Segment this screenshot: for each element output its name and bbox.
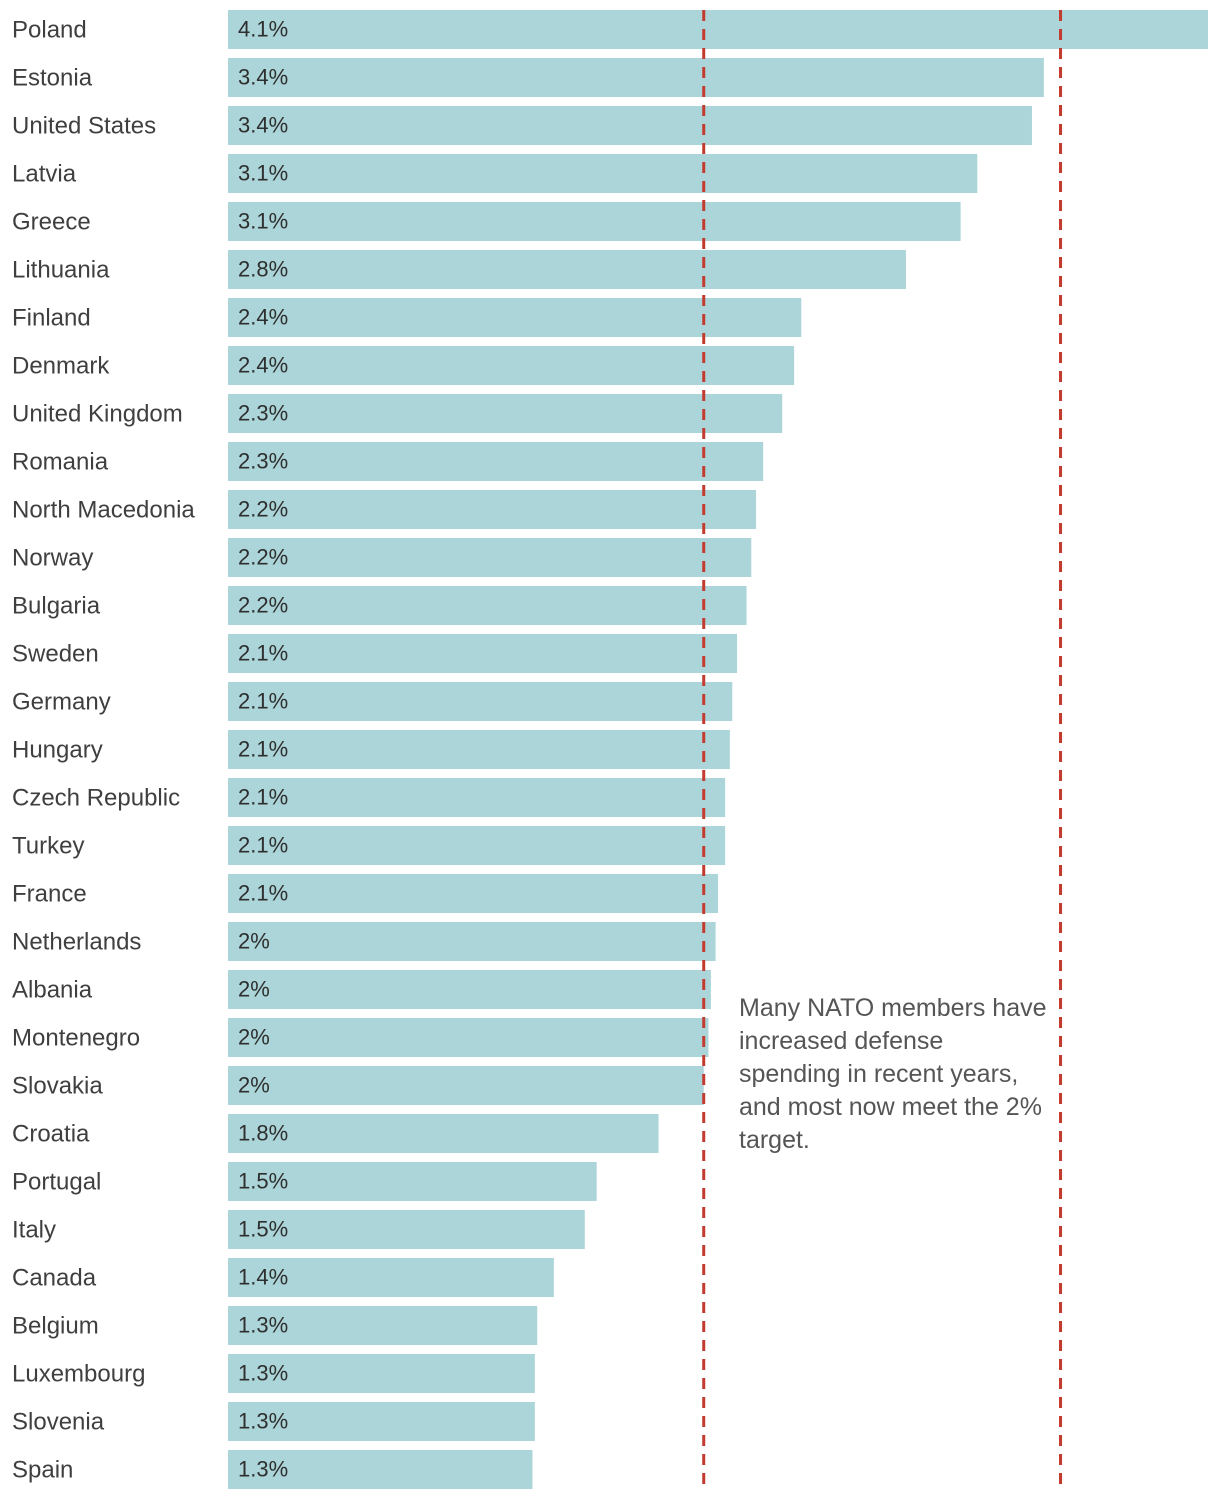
- country-label: Luxembourg: [12, 1361, 145, 1388]
- bar-romania: [228, 442, 764, 481]
- value-label: 2.3%: [238, 449, 288, 474]
- bar-slovenia: [228, 1402, 535, 1441]
- country-label: Belgium: [12, 1313, 99, 1340]
- value-label: 1.5%: [238, 1169, 288, 1194]
- country-label: United Kingdom: [12, 401, 183, 428]
- value-label: 2.2%: [238, 545, 288, 570]
- bar-latvia: [228, 154, 978, 193]
- country-label: North Macedonia: [12, 497, 195, 524]
- value-label: 2.3%: [238, 401, 288, 426]
- bar-italy: [228, 1210, 585, 1249]
- bar-montenegro: [228, 1018, 709, 1057]
- value-label: 2%: [238, 1025, 270, 1050]
- value-label: 4.1%: [238, 17, 288, 42]
- country-label: Poland: [12, 17, 87, 44]
- value-label: 2.2%: [238, 593, 288, 618]
- country-label: Czech Republic: [12, 785, 180, 812]
- chart-annotation: Many NATO members have increased defense…: [739, 994, 1047, 1154]
- value-label: 2.1%: [238, 881, 288, 906]
- value-label: 2.4%: [238, 353, 288, 378]
- country-label: Portugal: [12, 1169, 101, 1196]
- value-label: 2.4%: [238, 305, 288, 330]
- value-label: 3.1%: [238, 161, 288, 186]
- country-label: Lithuania: [12, 257, 110, 284]
- country-label: Germany: [12, 689, 111, 716]
- country-label: Estonia: [12, 65, 93, 92]
- country-label: Turkey: [12, 833, 84, 860]
- bar-finland: [228, 298, 802, 337]
- country-label: Sweden: [12, 641, 99, 668]
- bar-denmark: [228, 346, 795, 385]
- value-label: 2.8%: [238, 257, 288, 282]
- bar-luxembourg: [228, 1354, 535, 1393]
- bar-croatia: [228, 1114, 659, 1153]
- country-label: United States: [12, 113, 156, 140]
- bar-netherlands: [228, 922, 716, 961]
- bar-spain: [228, 1450, 533, 1489]
- bar-bulgaria: [228, 586, 747, 625]
- value-label: 2.1%: [238, 737, 288, 762]
- bar-turkey: [228, 826, 726, 865]
- value-label: 2.1%: [238, 641, 288, 666]
- bar-united-kingdom: [228, 394, 783, 433]
- value-label: 2.1%: [238, 689, 288, 714]
- value-label: 2%: [238, 929, 270, 954]
- bar-france: [228, 874, 718, 913]
- country-label: Netherlands: [12, 929, 141, 956]
- country-label: Albania: [12, 977, 93, 1004]
- bar-estonia: [228, 58, 1044, 97]
- bar-lithuania: [228, 250, 906, 289]
- country-label: Italy: [12, 1217, 56, 1244]
- country-label: Finland: [12, 305, 91, 332]
- country-label: France: [12, 881, 87, 908]
- value-label: 1.4%: [238, 1265, 288, 1290]
- bar-portugal: [228, 1162, 597, 1201]
- value-label: 1.3%: [238, 1409, 288, 1434]
- country-label: Canada: [12, 1265, 97, 1292]
- value-label: 2.1%: [238, 785, 288, 810]
- value-label: 2%: [238, 1073, 270, 1098]
- country-label: Croatia: [12, 1121, 90, 1148]
- country-label: Montenegro: [12, 1025, 140, 1052]
- bar-united-states: [228, 106, 1032, 145]
- value-label: 2.2%: [238, 497, 288, 522]
- country-label: Bulgaria: [12, 593, 101, 620]
- bar-germany: [228, 682, 733, 721]
- country-label: Slovenia: [12, 1409, 105, 1436]
- value-label: 2.1%: [238, 833, 288, 858]
- bar-slovakia: [228, 1066, 704, 1105]
- country-label: Slovakia: [12, 1073, 103, 1100]
- country-label: Greece: [12, 209, 91, 236]
- value-label: 3.4%: [238, 65, 288, 90]
- value-label: 1.8%: [238, 1121, 288, 1146]
- bar-north-macedonia: [228, 490, 757, 529]
- value-label: 1.5%: [238, 1217, 288, 1242]
- bar-czech-republic: [228, 778, 726, 817]
- bar-sweden: [228, 634, 738, 673]
- value-label: 3.4%: [238, 113, 288, 138]
- value-label: 1.3%: [238, 1457, 288, 1482]
- bar-greece: [228, 202, 961, 241]
- value-label: 1.3%: [238, 1361, 288, 1386]
- country-label: Latvia: [12, 161, 77, 188]
- bar-canada: [228, 1258, 554, 1297]
- bar-albania: [228, 970, 711, 1009]
- value-label: 3.1%: [238, 209, 288, 234]
- country-label: Spain: [12, 1457, 73, 1484]
- bar-norway: [228, 538, 752, 577]
- value-label: 2%: [238, 977, 270, 1002]
- country-label: Romania: [12, 449, 109, 476]
- bar-hungary: [228, 730, 730, 769]
- value-label: 1.3%: [238, 1313, 288, 1338]
- bar-poland: [228, 10, 1208, 49]
- country-label: Hungary: [12, 737, 103, 764]
- bar-belgium: [228, 1306, 538, 1345]
- country-label: Denmark: [12, 353, 110, 380]
- country-label: Norway: [12, 545, 93, 572]
